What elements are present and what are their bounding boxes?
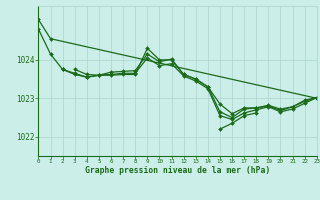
X-axis label: Graphe pression niveau de la mer (hPa): Graphe pression niveau de la mer (hPa) (85, 166, 270, 175)
